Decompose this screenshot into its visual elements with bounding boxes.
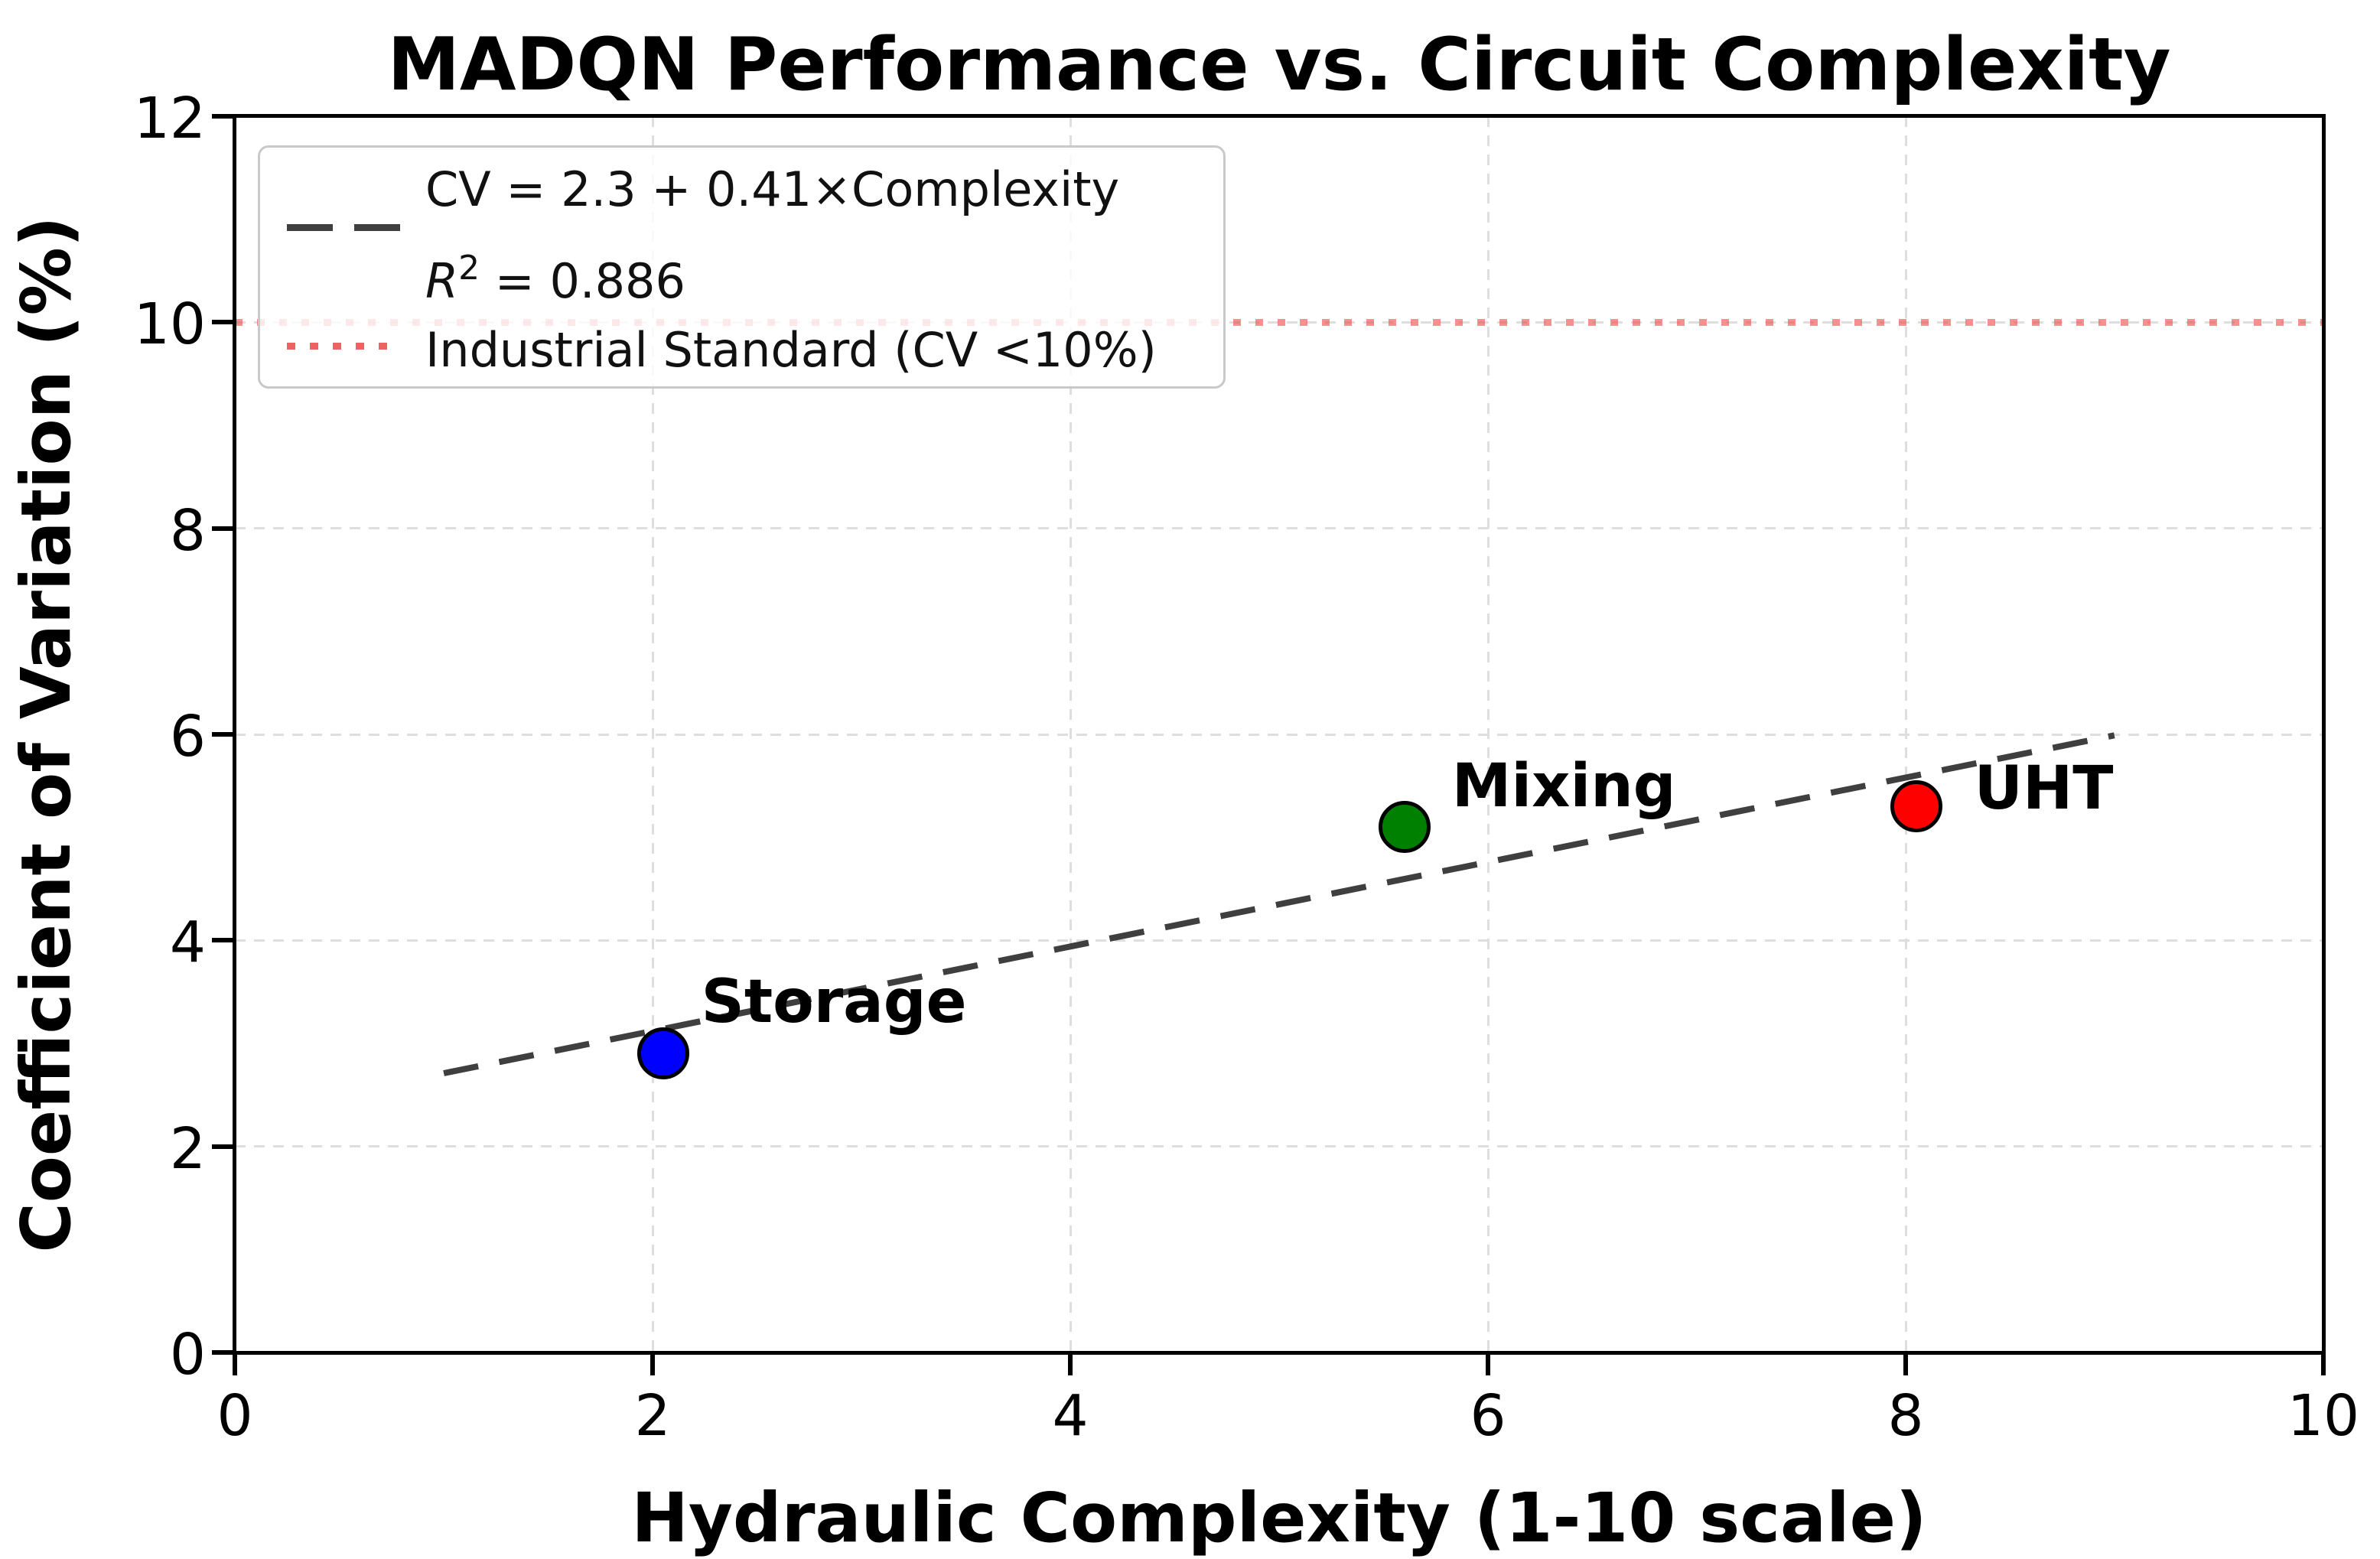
x-tick-mark-8 (1903, 1352, 1908, 1375)
x-tick-label-4: 4 (1052, 1383, 1089, 1449)
data-point-mixing (1378, 801, 1431, 854)
point-label-uht: UHT (1974, 754, 2114, 824)
gridline-y-2 (235, 1145, 2323, 1148)
y-tick-mark-2 (212, 1144, 235, 1149)
x-tick-label-10: 10 (2287, 1383, 2360, 1449)
x-tick-mark-6 (1486, 1352, 1490, 1375)
y-tick-mark-8 (212, 526, 235, 531)
y-tick-label-2: 2 (169, 1115, 206, 1182)
legend-trend-line-sample (287, 224, 400, 231)
chart-title: MADQN Performance vs. Circuit Complexity (387, 23, 2171, 107)
x-tick-label-0: 0 (217, 1383, 253, 1449)
x-tick-label-2: 2 (634, 1383, 671, 1449)
point-label-mixing: Mixing (1451, 752, 1676, 822)
y-tick-label-4: 4 (169, 910, 206, 976)
y-tick-mark-6 (212, 732, 235, 737)
legend-threshold-label: Industrial Standard (CV <10%) (425, 322, 1157, 378)
legend: CV = 2.3 + 0.41×Complexity R2 = 0.886 In… (258, 145, 1226, 389)
x-tick-mark-2 (650, 1352, 655, 1375)
data-point-storage (637, 1027, 689, 1080)
y-tick-mark-4 (212, 938, 235, 943)
legend-trend-equation: CV = 2.3 + 0.41×Complexity (425, 161, 1120, 217)
legend-r-squared: R2 = 0.886 (425, 242, 685, 308)
data-point-uht (1890, 780, 1942, 833)
y-tick-mark-10 (212, 320, 235, 325)
gridline-y-8 (235, 527, 2323, 530)
x-tick-mark-0 (233, 1352, 237, 1375)
x-tick-label-6: 6 (1470, 1383, 1506, 1449)
y-tick-label-12: 12 (133, 86, 206, 151)
threshold-line (235, 318, 2323, 326)
x-tick-label-8: 8 (1887, 1383, 1924, 1449)
plot-area-border (233, 114, 2326, 1355)
legend-threshold-line-sample (287, 343, 400, 350)
y-tick-label-6: 6 (169, 704, 206, 770)
y-tick-label-0: 0 (169, 1322, 206, 1388)
r-squared-value: = 0.886 (480, 253, 685, 309)
gridline-y-4 (235, 939, 2323, 942)
x-tick-mark-4 (1068, 1352, 1073, 1375)
r-squared-letter: R (425, 253, 459, 309)
y-tick-label-8: 8 (169, 497, 206, 564)
y-tick-mark-0 (212, 1350, 235, 1355)
x-axis-label: Hydraulic Complexity (1-10 scale) (631, 1478, 1927, 1557)
y-tick-label-10: 10 (133, 291, 206, 358)
gridline-y-6 (235, 733, 2323, 736)
r-squared-exponent: 2 (458, 249, 480, 288)
point-label-storage: Storage (701, 968, 967, 1037)
x-tick-mark-10 (2321, 1352, 2326, 1375)
y-tick-mark-12 (212, 114, 235, 119)
